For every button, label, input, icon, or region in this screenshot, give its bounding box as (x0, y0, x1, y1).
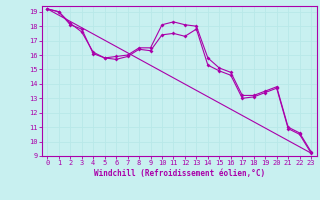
X-axis label: Windchill (Refroidissement éolien,°C): Windchill (Refroidissement éolien,°C) (94, 169, 265, 178)
